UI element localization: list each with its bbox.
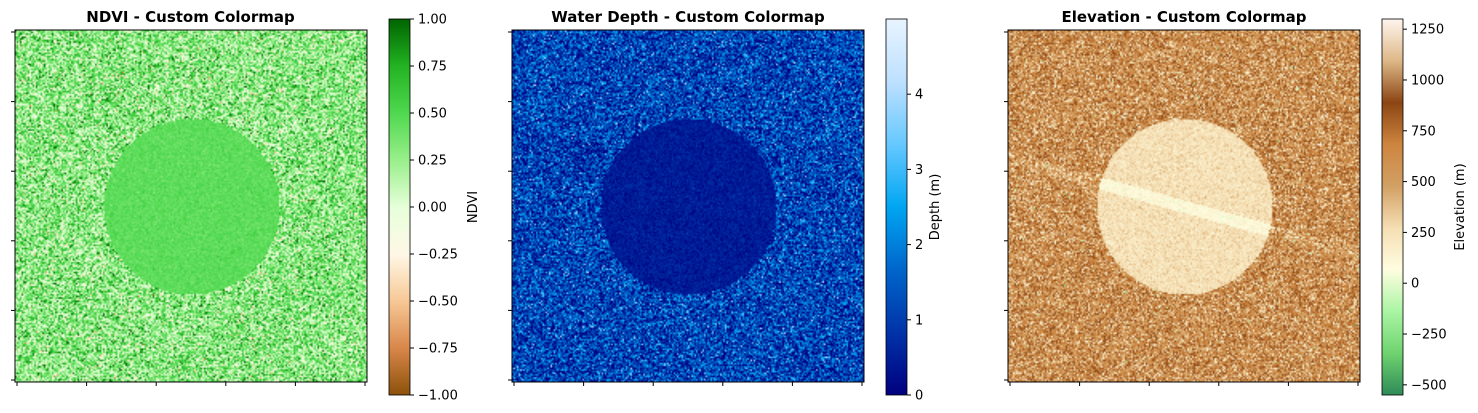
colorbar-tick-label: −500 <box>1411 378 1447 393</box>
colorbar-tick-label: −1.00 <box>418 389 458 404</box>
colorbar-tick-label: 0.00 <box>418 201 447 216</box>
colorbar-tick-label: 1.00 <box>418 13 447 28</box>
axis-ticks <box>1004 31 1359 386</box>
heatmap-image <box>1008 30 1360 382</box>
colorbar-tick-label: 0 <box>915 389 923 404</box>
panel-water-depth: Water Depth - Custom Colormap 0 1 2 3 4 Dept… <box>508 8 943 404</box>
axis-ticks <box>11 31 366 386</box>
panel-elevation: Elevation - Custom Colormap −500 −250 0 250… <box>1004 8 1468 396</box>
colorbar <box>1381 18 1404 396</box>
colorbar-tick-label: −0.25 <box>418 248 458 263</box>
colorbar-tick-label: 500 <box>1411 175 1436 190</box>
colorbar-tick-label: 0.25 <box>418 154 447 169</box>
colorbar-tick-label: 250 <box>1411 226 1436 241</box>
chart-title: Elevation - Custom Colormap <box>1061 8 1306 26</box>
plot-frame <box>1007 29 1361 383</box>
colorbar-ticks: −1.00 −0.75 −0.50 −0.25 0.00 0.25 0.50 0.75 1.00 <box>410 13 458 404</box>
colorbar-label: Depth (m) <box>928 174 943 241</box>
heatmap-raster <box>15 30 367 382</box>
colorbar-label: Elevation (m) <box>1453 163 1468 250</box>
heatmap-raster <box>512 30 864 382</box>
colorbar-tick-label: 0.75 <box>418 60 447 75</box>
panel-ndvi: NDVI - Custom Colormap −1.00 −0.75 −0.50 −0… <box>11 8 481 404</box>
colorbar-tick-label: 4 <box>915 88 923 103</box>
colorbar-ticks: −500 −250 0 250 500 750 1000 1250 <box>1403 23 1447 393</box>
colorbar-tick-label: 750 <box>1411 124 1436 139</box>
colorbar-tick-label: 1000 <box>1411 73 1444 88</box>
colorbar-label: NDVI <box>466 191 481 223</box>
colorbar-tick-label: 1 <box>915 313 923 328</box>
heatmap-image <box>15 30 367 382</box>
heatmap-image <box>512 30 864 382</box>
chart-title: NDVI - Custom Colormap <box>86 8 295 26</box>
colorbar-ticks: 0 1 2 3 4 <box>907 88 923 404</box>
colorbar-tick-label: −0.50 <box>418 295 458 310</box>
colorbar <box>388 18 411 396</box>
colorbar <box>885 18 908 396</box>
plot-frame <box>511 29 865 383</box>
colorbar-tick-label: 1250 <box>1411 23 1444 38</box>
colorbar-tick-label: 0.50 <box>418 107 447 122</box>
plot-frame <box>14 29 368 383</box>
colorbar-tick-label: −250 <box>1411 328 1447 343</box>
colorbar-tick-label: −0.75 <box>418 342 458 357</box>
chart-title: Water Depth - Custom Colormap <box>551 8 825 26</box>
colorbar-tick-label: 2 <box>915 238 923 253</box>
colorbar-tick-label: 3 <box>915 163 923 178</box>
axis-ticks <box>508 31 863 386</box>
colorbar-tick-label: 0 <box>1411 277 1419 292</box>
heatmap-raster <box>1008 30 1360 382</box>
